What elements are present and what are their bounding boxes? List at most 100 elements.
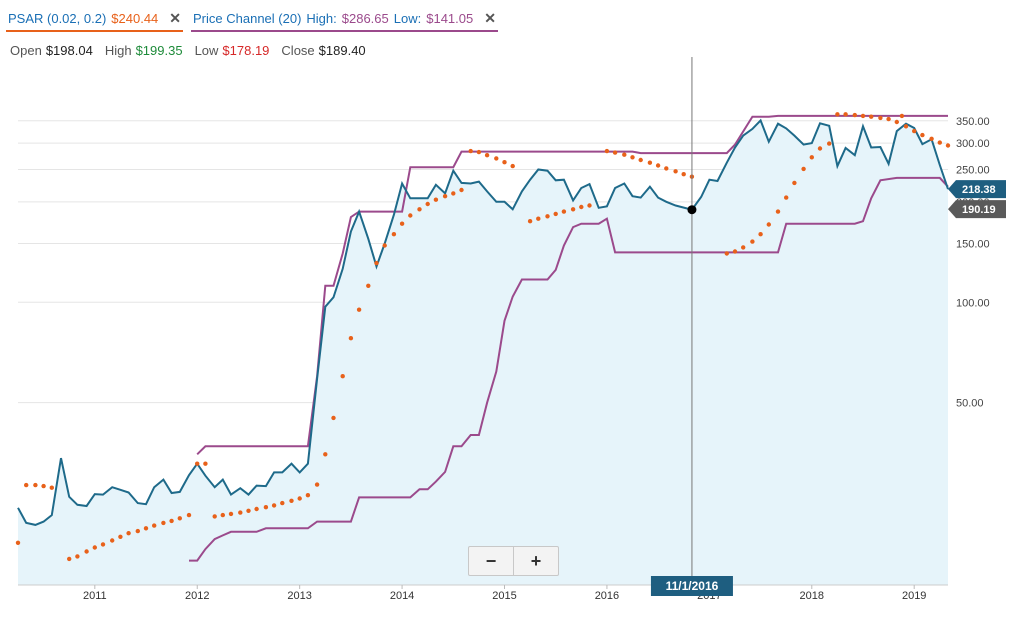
psar-dot [792, 180, 797, 186]
psar-dot [732, 249, 738, 254]
psar-dot [468, 148, 473, 154]
psar-dot [126, 531, 131, 536]
psar-dot [476, 149, 482, 155]
x-tick-label: 2012 [185, 590, 209, 602]
y-tick-label: 250.00 [956, 165, 990, 177]
psar-dot [186, 512, 192, 518]
psar-dot [612, 150, 618, 155]
psar-dot [587, 203, 592, 208]
remove-price-channel-close-icon[interactable]: ✕ [484, 10, 496, 26]
psar-dot [647, 160, 653, 165]
crosshair-point [687, 205, 697, 215]
psar-dot [238, 510, 243, 515]
psar-dot [878, 115, 883, 121]
psar-dot [15, 540, 21, 545]
psar-dot [894, 119, 899, 125]
psar-dot [630, 155, 635, 160]
psar-dot [886, 116, 891, 122]
x-tick-label: 2016 [595, 590, 619, 602]
psar-dot [766, 222, 771, 227]
psar-dot [502, 160, 507, 165]
psar-dot [579, 204, 584, 210]
zoom-out-button[interactable]: − [469, 547, 514, 575]
psar-dot [24, 482, 29, 488]
psar-dot [433, 197, 439, 202]
psar-indicator-tab[interactable]: PSAR (0.02, 0.2) $240.44 ✕ [6, 6, 184, 32]
psar-dot [903, 124, 909, 129]
psar-last-value-flag [948, 200, 1006, 219]
psar-dot [673, 169, 678, 174]
zoom-controls: − + [468, 546, 559, 576]
psar-dot [869, 114, 874, 119]
y-tick-label: 150.00 [956, 239, 990, 251]
psar-dot [843, 112, 848, 117]
psar-dot [801, 166, 806, 172]
psar-dot [340, 374, 345, 379]
psar-dot [49, 485, 54, 490]
open-value: $198.04 [45, 43, 93, 58]
psar-dot [67, 556, 72, 562]
crosshair-date-box [650, 576, 733, 596]
price-channel-indicator-name: Price Channel (20) [193, 11, 302, 26]
psar-dot [536, 216, 541, 221]
price-channel-low-value: $141.05 [426, 11, 474, 26]
psar-dot [305, 493, 311, 498]
psar-dot [899, 113, 905, 119]
psar-dot [809, 155, 814, 160]
psar-dot [561, 209, 567, 214]
psar-dot [169, 518, 174, 524]
psar-dot [161, 520, 166, 526]
psar-dot [33, 482, 38, 488]
x-tick-label: 2019 [902, 590, 926, 602]
psar-dot [84, 549, 89, 554]
high-label: High [104, 43, 132, 58]
y-tick-label: 300.00 [956, 138, 990, 150]
psar-dot [366, 283, 371, 288]
psar-dot [852, 112, 857, 118]
psar-dot [75, 554, 80, 559]
price-channel-low-label: Low: [393, 11, 422, 26]
last-price-flag [948, 180, 1006, 199]
price-channel-indicator-tab[interactable]: Price Channel (20) High: $286.65 Low: $1… [191, 6, 498, 32]
psar-dot [195, 461, 200, 466]
psar-dot [100, 542, 106, 547]
psar-dot [510, 163, 515, 169]
x-tick-label: 2015 [492, 590, 516, 602]
y-tick-label: 350.00 [956, 116, 990, 128]
psar-dot [655, 163, 661, 168]
psar-dot [110, 538, 115, 543]
psar-dot [775, 209, 781, 214]
psar-dot [41, 483, 46, 489]
psar-dot [937, 140, 942, 145]
psar-dot [442, 194, 448, 199]
psar-dot [356, 307, 362, 312]
close-label: Close [281, 43, 315, 58]
psar-dot [451, 191, 456, 196]
psar-dot [246, 508, 251, 513]
x-tick-label: 2013 [287, 590, 311, 602]
psar-dot [348, 336, 354, 341]
psar-dot [750, 239, 755, 244]
psar-indicator-name: PSAR (0.02, 0.2) [8, 11, 107, 26]
psar-dot [177, 516, 182, 521]
psar-dot [382, 243, 387, 248]
remove-psar-close-icon[interactable]: ✕ [169, 10, 182, 26]
psar-dot [758, 232, 763, 237]
psar-dot [314, 482, 320, 487]
close-value: $189.40 [318, 43, 366, 58]
high-value: $199.35 [135, 43, 183, 58]
psar-dot [331, 415, 336, 421]
psar-dot [741, 245, 746, 250]
price-channel-low-line [189, 176, 949, 562]
psar-dot [280, 500, 285, 506]
y-tick-label: 50.00 [956, 398, 984, 410]
x-tick-label: 2011 [83, 590, 107, 602]
psar-dot [220, 512, 225, 518]
psar-dot [228, 511, 234, 517]
close-area-fill [18, 120, 948, 586]
psar-dot [425, 201, 430, 207]
psar-dot [724, 251, 729, 256]
zoom-in-button[interactable]: + [530, 550, 542, 571]
psar-dot [254, 506, 259, 512]
